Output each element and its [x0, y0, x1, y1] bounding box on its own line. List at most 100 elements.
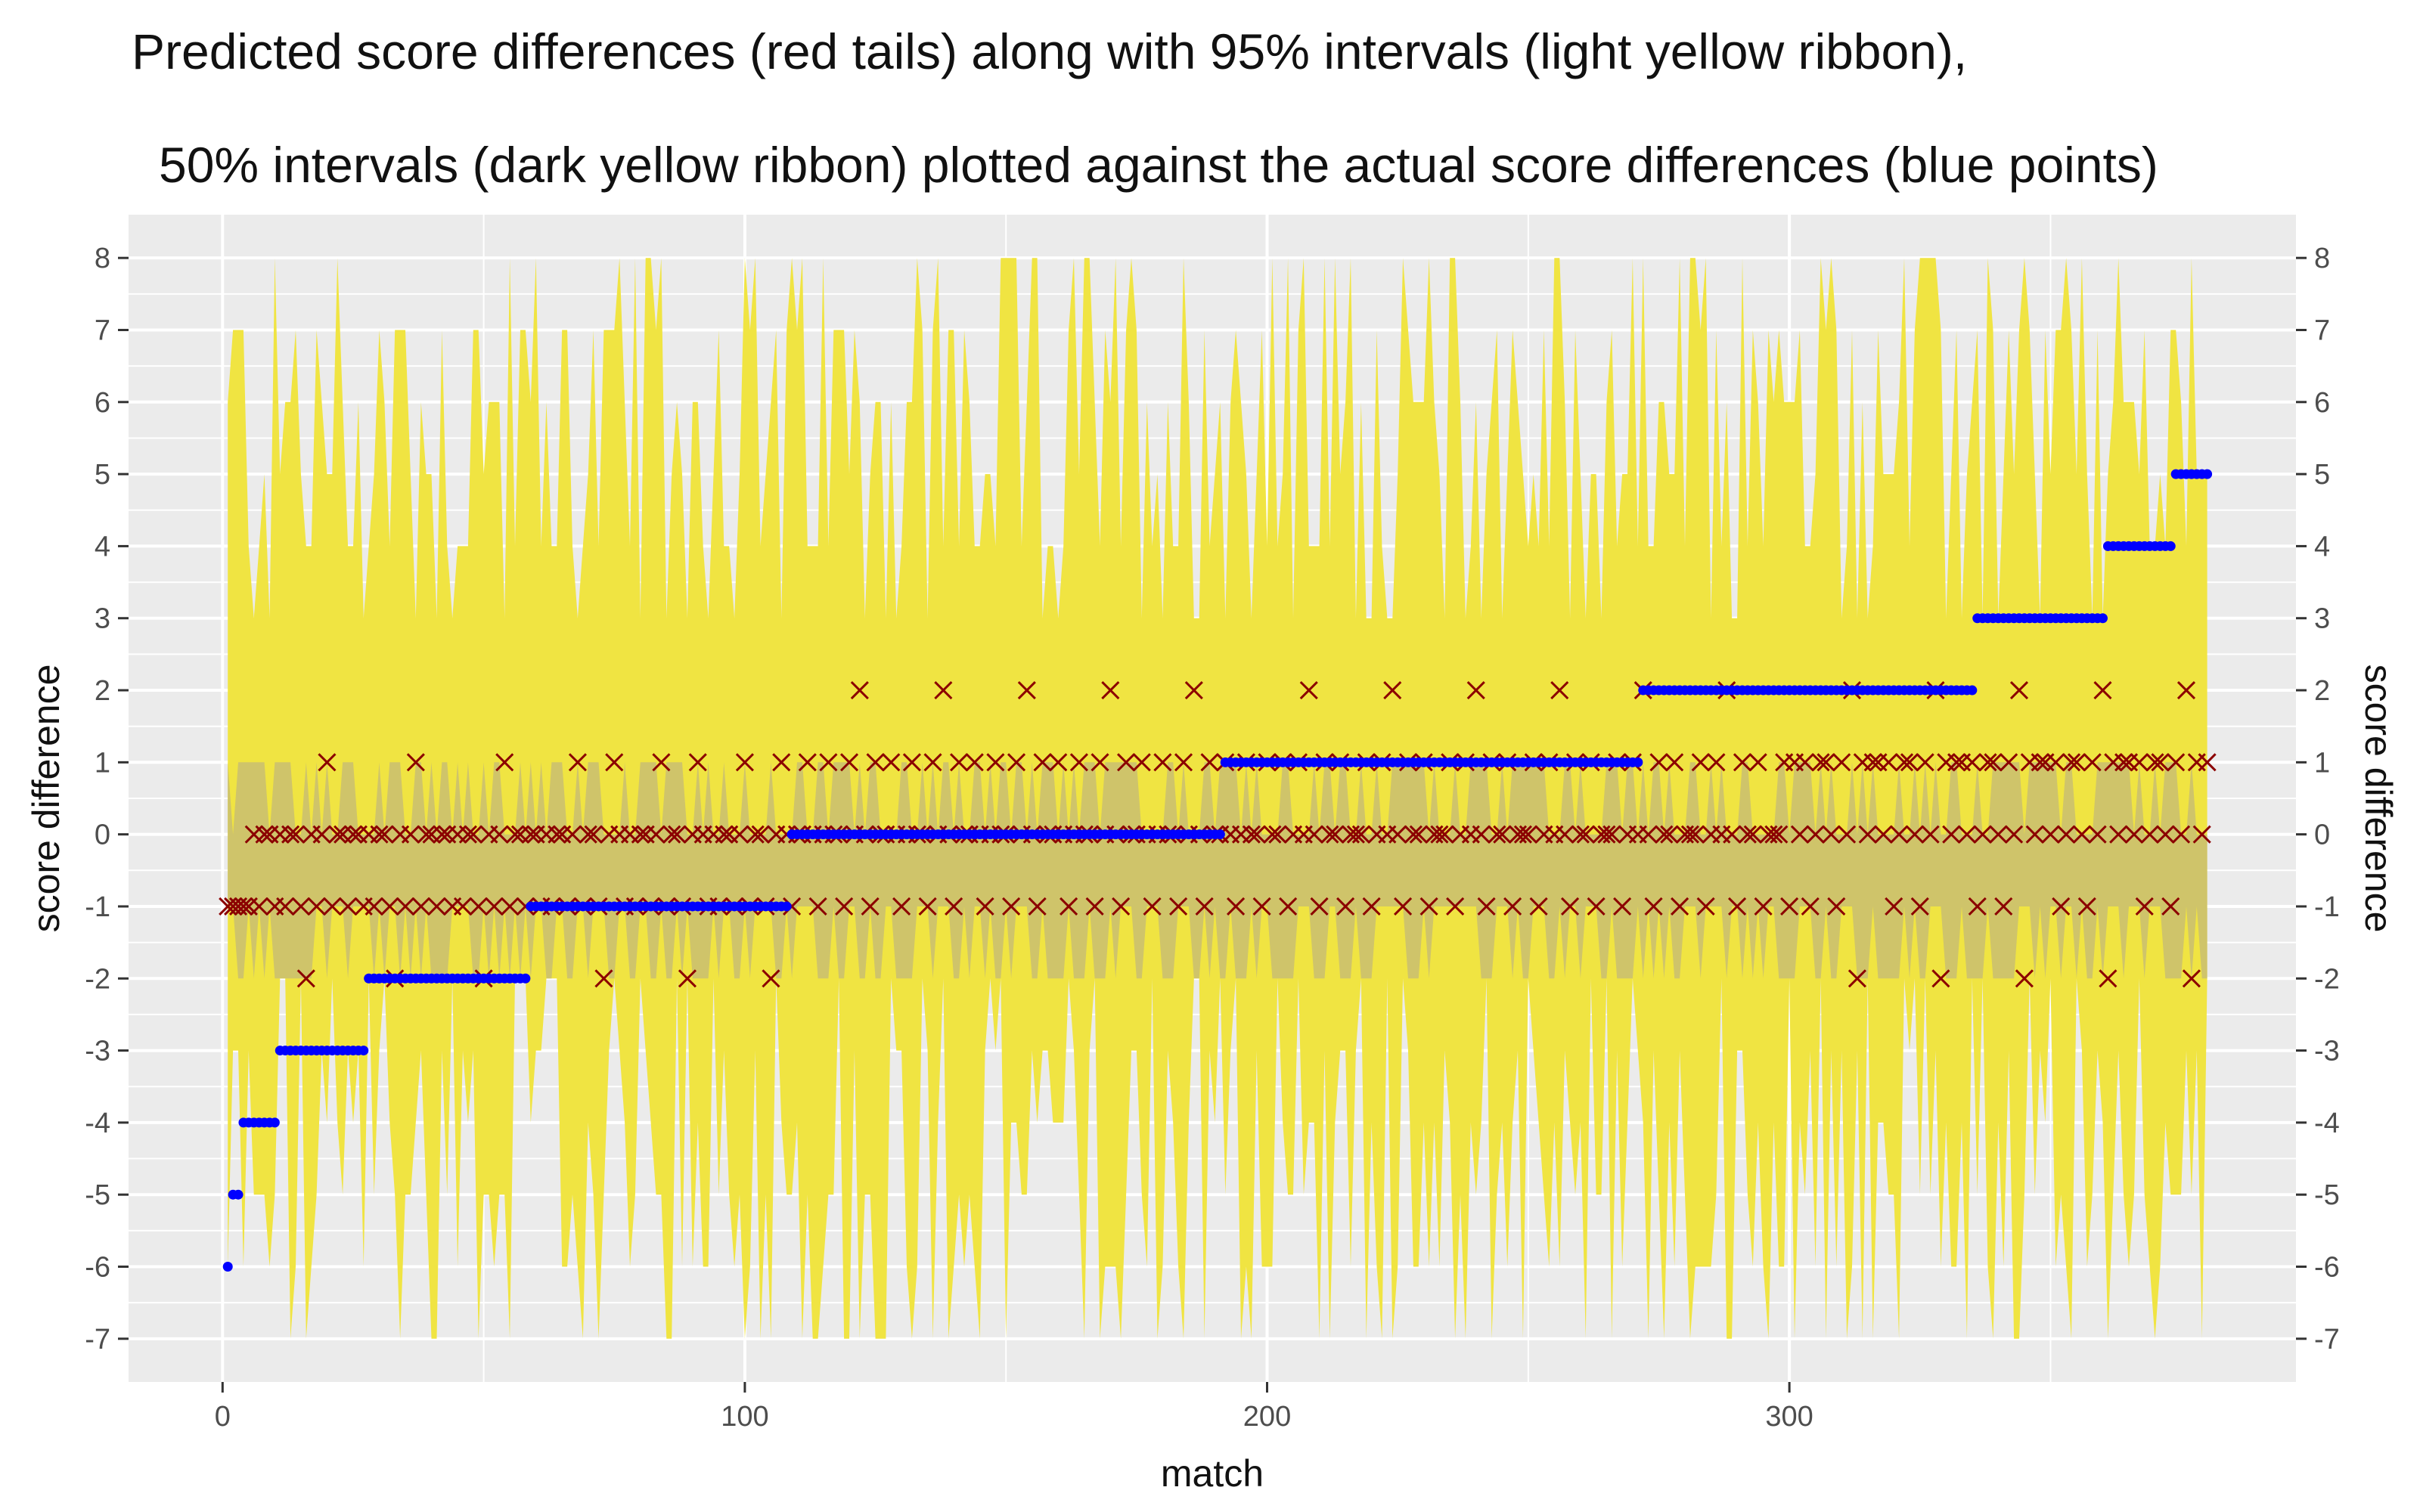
predicted-mark: [605, 753, 624, 772]
predicted-mark: [250, 897, 268, 916]
predicted-mark: [380, 897, 399, 916]
x-axis-title: match: [1161, 1452, 1264, 1495]
predicted-mark: [839, 753, 859, 772]
predicted-mark: [328, 825, 347, 844]
predicted-mark: [406, 753, 425, 772]
predicted-mark: [2009, 680, 2029, 700]
predicted-mark: [1680, 825, 1699, 844]
predicted-mark: [1879, 753, 1898, 772]
predicted-mark: [1362, 897, 1381, 916]
y-tick-label-right: -5: [2314, 1179, 2340, 1211]
predicted-mark: [949, 753, 969, 772]
predicted-mark: [485, 897, 504, 916]
y-tick-label-left: -1: [85, 891, 110, 923]
predicted-mark: [1989, 825, 2008, 844]
predicted-mark: [516, 897, 535, 916]
y-axis-title-left: score difference: [25, 665, 67, 933]
y-tick-label-left: -2: [85, 963, 110, 995]
actual-point: [1215, 829, 1225, 840]
predicted-mark: [1885, 897, 1903, 916]
predicted-mark: [1184, 680, 1203, 700]
predicted-mark: [1900, 753, 1919, 772]
predicted-mark: [1033, 753, 1052, 772]
predicted-mark: [2140, 825, 2159, 844]
predicted-mark: [1942, 825, 1961, 844]
predicted-mark: [2031, 753, 2049, 772]
predicted-mark: [1493, 825, 1512, 844]
predicted-mark: [2093, 680, 2112, 700]
predicted-mark: [866, 753, 885, 772]
predicted-mark: [464, 825, 482, 844]
predicted-mark: [1968, 897, 1987, 916]
predicted-mark: [1529, 897, 1548, 916]
predicted-mark: [1116, 753, 1136, 772]
predicted-mark: [343, 825, 363, 844]
predicted-mark: [276, 897, 295, 916]
predicted-mark: [1028, 897, 1047, 916]
predicted-mark: [312, 825, 331, 844]
predicted-mark: [417, 825, 436, 844]
predicted-mark: [1795, 753, 1814, 772]
predicted-mark: [1838, 825, 1857, 844]
x-tick-label: 100: [721, 1401, 768, 1433]
predicted-mark: [2124, 825, 2143, 844]
y-tick-label-left: -3: [85, 1036, 110, 1067]
predicted-mark: [2192, 825, 2211, 844]
y-tick-label-left: -5: [85, 1179, 110, 1211]
predicted-mark: [2067, 753, 2086, 772]
y-axis-title-right: score difference: [2357, 665, 2400, 933]
y-tick-label-right: 0: [2314, 820, 2330, 851]
predicted-mark: [1556, 825, 1575, 844]
predicted-mark: [976, 897, 994, 916]
predicted-mark: [923, 753, 942, 772]
predicted-mark: [1200, 753, 1219, 772]
actual-point: [269, 1117, 280, 1128]
predicted-mark: [882, 753, 901, 772]
predicted-mark: [1336, 897, 1355, 916]
predicted-mark: [2156, 825, 2175, 844]
chart-title-line-2: 50% intervals (dark yellow ribbon) plott…: [159, 137, 2158, 193]
predicted-mark: [291, 897, 310, 916]
predicted-mark: [1446, 897, 1465, 916]
predicted-mark: [662, 825, 681, 844]
actual-point: [1633, 757, 1643, 767]
predicted-mark: [1279, 897, 1298, 916]
predicted-mark: [1472, 825, 1491, 844]
actual-point: [358, 1046, 369, 1056]
predicted-mark: [2025, 825, 2044, 844]
predicted-mark: [296, 969, 315, 988]
predicted-mark: [2130, 753, 2149, 772]
x-tick-label: 200: [1243, 1401, 1291, 1433]
predicted-mark: [647, 825, 666, 844]
predicted-mark: [1435, 825, 1454, 844]
predicted-mark: [1931, 969, 1950, 988]
predicted-mark: [2041, 825, 2060, 844]
predicted-mark: [427, 897, 446, 916]
predicted-mark: [1696, 897, 1715, 916]
predicted-mark: [751, 825, 770, 844]
predicted-mark: [1560, 897, 1580, 916]
y-tick-label-right: 4: [2314, 531, 2330, 562]
predicted-mark: [1655, 825, 1674, 844]
predicted-mark: [819, 753, 838, 772]
actual-points: [222, 469, 2213, 1272]
predicted-mark: [1112, 897, 1131, 916]
predicted-mark: [1639, 825, 1658, 844]
y-tick-label-right: 7: [2314, 314, 2330, 346]
predicted-mark: [1060, 897, 1078, 916]
predicted-mark: [2005, 825, 2024, 844]
predicted-mark: [1299, 680, 1318, 700]
predicted-mark: [2088, 825, 2107, 844]
predicted-mark: [1806, 825, 1825, 844]
predicted-mark: [772, 753, 791, 772]
predicted-mark: [1383, 680, 1402, 700]
y-tick-label-right: 1: [2314, 747, 2330, 779]
actual-point: [520, 973, 531, 984]
y-tick-label-right: -4: [2314, 1108, 2340, 1139]
predicted-mark: [2161, 897, 2180, 916]
predicted-mark: [2072, 825, 2091, 844]
predicted-mark: [584, 825, 603, 844]
predicted-mark: [1644, 897, 1663, 916]
y-tick-label-left: 5: [95, 459, 110, 491]
predicted-mark: [2099, 969, 2118, 988]
